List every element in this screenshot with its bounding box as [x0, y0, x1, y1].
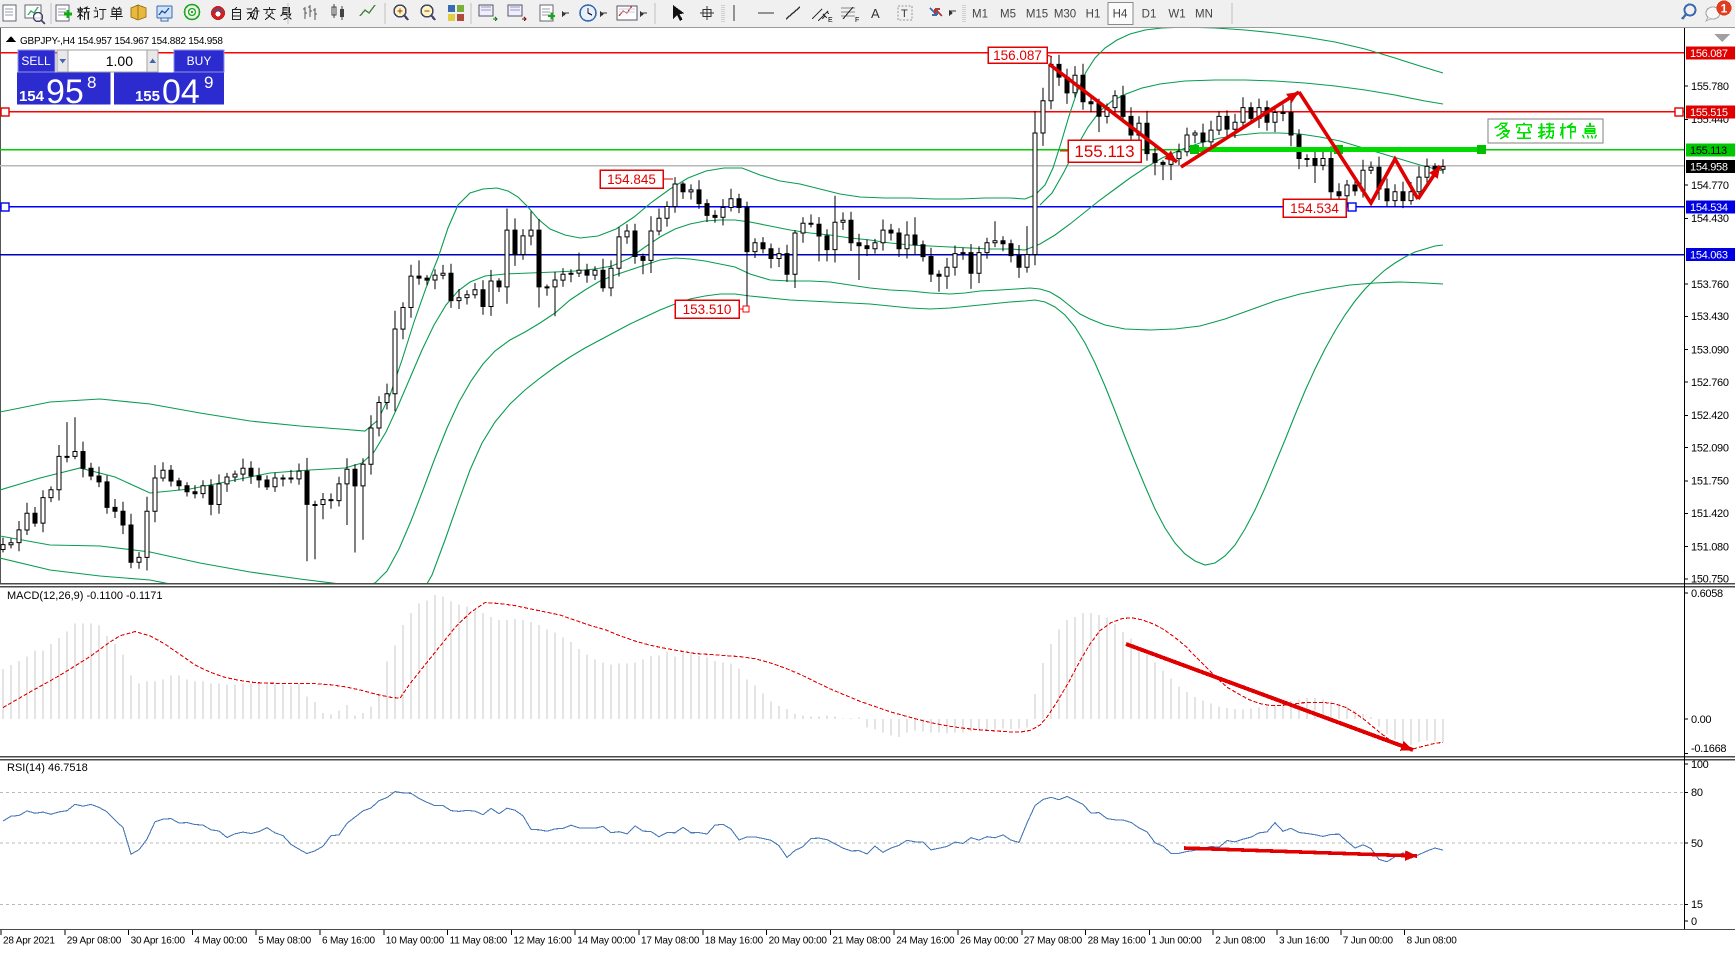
svg-text:RSI(14) 46.7518: RSI(14) 46.7518	[7, 762, 88, 774]
svg-text:156.087: 156.087	[1690, 48, 1728, 60]
svg-text:2 Jun 08:00: 2 Jun 08:00	[1215, 936, 1266, 947]
svg-text:1: 1	[1721, 2, 1728, 16]
svg-text:0.00: 0.00	[1691, 714, 1711, 726]
svg-text:14 May 00:00: 14 May 00:00	[577, 936, 636, 947]
svg-text:8: 8	[87, 73, 96, 92]
svg-text:151.750: 151.750	[1691, 476, 1729, 488]
svg-text:10 May 00:00: 10 May 00:00	[386, 936, 445, 947]
svg-text:152.090: 152.090	[1691, 442, 1729, 454]
svg-text:MACD(12,26,9) -0.1100 -0.1171: MACD(12,26,9) -0.1100 -0.1171	[7, 590, 163, 602]
svg-text:80: 80	[1691, 787, 1703, 799]
svg-text:D1: D1	[1142, 9, 1157, 21]
svg-text:153.760: 153.760	[1691, 279, 1729, 291]
svg-text:-0.1668: -0.1668	[1691, 743, 1726, 755]
svg-text:28 May 16:00: 28 May 16:00	[1088, 936, 1147, 947]
svg-text:11 May 08:00: 11 May 08:00	[450, 936, 508, 947]
svg-text:100: 100	[1691, 759, 1709, 771]
svg-text:156.087: 156.087	[993, 48, 1042, 63]
svg-text:GBPJPY-,H4 154.957 154.967 15: GBPJPY-,H4 154.957 154.967 154.882 154.9…	[20, 36, 223, 47]
svg-text:1.00: 1.00	[106, 53, 133, 69]
svg-text:151.420: 151.420	[1691, 508, 1729, 520]
svg-text:154.845: 154.845	[607, 172, 656, 187]
svg-text:28 Apr 2021: 28 Apr 2021	[3, 936, 55, 947]
svg-text:154.534: 154.534	[1290, 201, 1339, 216]
svg-text:M30: M30	[1054, 9, 1076, 21]
svg-text:155.780: 155.780	[1691, 81, 1729, 93]
svg-text:151.080: 151.080	[1691, 541, 1729, 553]
svg-text:A: A	[871, 6, 880, 21]
svg-text:153.090: 153.090	[1691, 344, 1729, 356]
svg-text:MN: MN	[1195, 9, 1213, 21]
svg-text:29 Apr 08:00: 29 Apr 08:00	[67, 936, 122, 947]
svg-text:30 Apr 16:00: 30 Apr 16:00	[131, 936, 186, 947]
svg-text:154.770: 154.770	[1691, 180, 1729, 192]
svg-text:F: F	[855, 17, 859, 24]
svg-text:152.760: 152.760	[1691, 377, 1729, 389]
svg-text:154: 154	[19, 88, 45, 105]
svg-text:153.510: 153.510	[683, 302, 732, 317]
svg-text:T: T	[901, 8, 908, 20]
svg-text:BUY: BUY	[187, 54, 212, 68]
svg-text:H4: H4	[1113, 9, 1128, 21]
svg-text:H1: H1	[1086, 9, 1101, 21]
svg-text:3 Jun 16:00: 3 Jun 16:00	[1279, 936, 1330, 947]
svg-text:155.515: 155.515	[1690, 107, 1728, 119]
svg-text:150.750: 150.750	[1691, 574, 1729, 586]
svg-text:21 May 08:00: 21 May 08:00	[832, 936, 891, 947]
svg-text:27 May 08:00: 27 May 08:00	[1024, 936, 1083, 947]
svg-text:1 Jun 00:00: 1 Jun 00:00	[1151, 936, 1202, 947]
svg-text:24 May 16:00: 24 May 16:00	[896, 936, 955, 947]
svg-text:0.6058: 0.6058	[1691, 588, 1723, 600]
svg-text:6 May 16:00: 6 May 16:00	[322, 936, 375, 947]
svg-text:154.958: 154.958	[1690, 161, 1728, 173]
svg-text:26 May 00:00: 26 May 00:00	[960, 936, 1019, 947]
svg-text:4 May 00:00: 4 May 00:00	[194, 936, 247, 947]
svg-text:04: 04	[162, 73, 200, 111]
svg-text:18 May 16:00: 18 May 16:00	[705, 936, 764, 947]
svg-text:M1: M1	[972, 9, 988, 21]
svg-text:5 May 08:00: 5 May 08:00	[258, 936, 311, 947]
svg-text:12 May 16:00: 12 May 16:00	[513, 936, 572, 947]
svg-text:9: 9	[204, 73, 213, 92]
svg-text:152.420: 152.420	[1691, 410, 1729, 422]
svg-text:50: 50	[1691, 838, 1703, 850]
svg-text:153.430: 153.430	[1691, 311, 1729, 323]
svg-text:95: 95	[46, 73, 84, 111]
svg-text:15: 15	[1691, 899, 1703, 911]
svg-text:155.113: 155.113	[1690, 145, 1727, 157]
svg-text:SELL: SELL	[21, 54, 51, 68]
svg-text:E: E	[828, 17, 833, 24]
svg-text:155: 155	[135, 88, 160, 105]
svg-text:154.063: 154.063	[1690, 249, 1728, 261]
svg-text:7 Jun 00:00: 7 Jun 00:00	[1343, 936, 1394, 947]
svg-text:155.113: 155.113	[1074, 142, 1134, 161]
svg-text:17 May 08:00: 17 May 08:00	[641, 936, 700, 947]
svg-text:0: 0	[1691, 916, 1697, 928]
svg-text:M5: M5	[1000, 9, 1016, 21]
svg-text:M15: M15	[1026, 9, 1048, 21]
svg-text:8 Jun 08:00: 8 Jun 08:00	[1407, 936, 1458, 947]
svg-text:20 May 00:00: 20 May 00:00	[769, 936, 828, 947]
svg-text:W1: W1	[1168, 9, 1185, 21]
svg-text:154.534: 154.534	[1690, 202, 1728, 214]
svg-text:154.430: 154.430	[1691, 213, 1729, 225]
